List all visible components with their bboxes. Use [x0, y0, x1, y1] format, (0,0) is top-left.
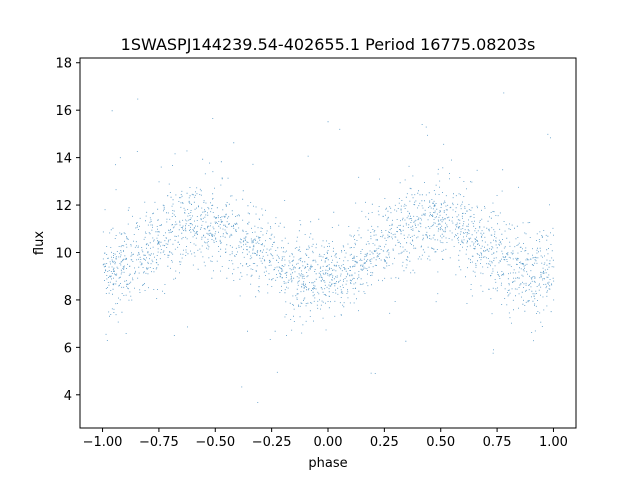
x-axis-ticks: −1.00 −0.75 −0.50 −0.25 0.00 0.25 0.50 0.75 1.00: [83, 428, 568, 450]
y-tick-label: 14: [55, 152, 72, 167]
y-tick-label: 10: [55, 246, 72, 261]
y-tick-label: 4: [64, 389, 72, 404]
y-tick-label: 16: [55, 104, 72, 119]
x-tick-label: 0.25: [370, 435, 399, 450]
y-axis-label: flux: [32, 231, 47, 255]
x-tick-label: −0.75: [139, 435, 179, 450]
y-tick-label: 8: [64, 294, 72, 309]
x-tick-label: 0.00: [314, 435, 343, 450]
chart-title: 1SWASPJ144239.54-402655.1 Period 16775.0…: [121, 35, 536, 54]
y-tick-label: 18: [55, 57, 72, 72]
x-axis-label: phase: [308, 456, 347, 471]
x-tick-label: 0.50: [426, 435, 455, 450]
x-tick-label: −1.00: [83, 435, 123, 450]
x-tick-label: 1.00: [539, 435, 568, 450]
y-tick-label: 6: [64, 341, 72, 356]
x-tick-label: −0.25: [252, 435, 292, 450]
x-tick-label: −0.50: [195, 435, 235, 450]
y-axis-ticks: 4 6 8 10 12 14 16 18: [55, 57, 80, 404]
x-tick-label: 0.75: [483, 435, 512, 450]
y-tick-label: 12: [55, 199, 72, 214]
